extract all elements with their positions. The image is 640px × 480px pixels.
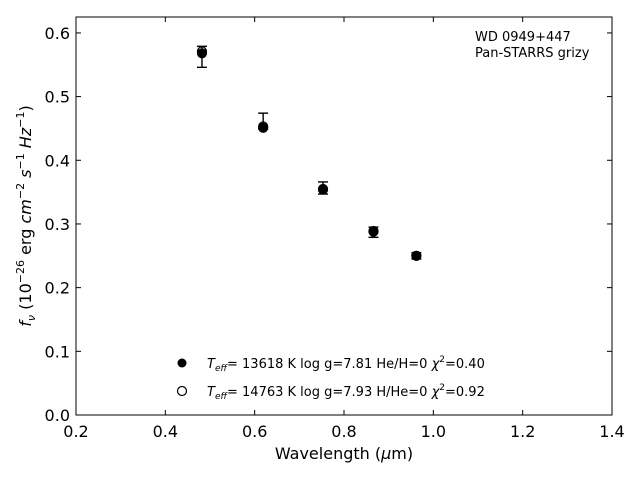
x-tick-label: 1.4 [599,422,624,441]
x-tick-label: 0.6 [242,422,267,441]
model-point-open [368,225,379,237]
model-point-open [411,250,422,261]
legend-marker-open [176,385,188,397]
model-point-open [258,121,269,132]
x-tick-label: 0.2 [63,422,88,441]
error-bars [196,45,422,260]
x-tick-label: 1.0 [421,422,446,441]
x-axis-title: Wavelength (μm) [275,444,413,463]
legend: Teff= 13618 K log g=7.81 He/H=0 χ2=0.40 … [176,355,485,402]
y-tick-label: 0.4 [45,151,70,170]
y-axis-title: fν (10−26 erg cm−2 s−1 Hz−1) [14,105,38,326]
x-tick-label: 1.2 [510,422,535,441]
y-tick-label: 0.5 [45,88,70,107]
legend-marker-filled [177,358,187,368]
model-point-open [196,46,208,57]
annotation-line-2: Pan-STARRS grizy [475,46,590,61]
y-tick-label: 0.1 [45,342,70,361]
x-tick-label: 0.4 [153,422,178,441]
plot-frame [75,16,613,416]
x-tick-label: 0.8 [331,422,356,441]
y-tick-label: 0.3 [45,215,70,234]
y-tick-label: 0.2 [45,279,70,298]
data-points [196,46,422,261]
legend-entry-2: Teff= 14763 K log g=7.93 H/He=0 χ2=0.92 [207,383,485,402]
legend-entry-1: Teff= 13618 K log g=7.81 He/H=0 χ2=0.40 [207,355,485,374]
model-point-open [317,183,329,195]
annotation-line-1: WD 0949+447 [475,30,571,45]
y-tick-label: 0.0 [45,406,70,425]
y-tick-label: 0.6 [45,24,70,43]
axis-ticks: 0.2 0.4 0.6 0.8 1.0 1.2 1.4 0.0 0.1 0.2 0.3 0.4 0.5 0… [45,17,625,441]
